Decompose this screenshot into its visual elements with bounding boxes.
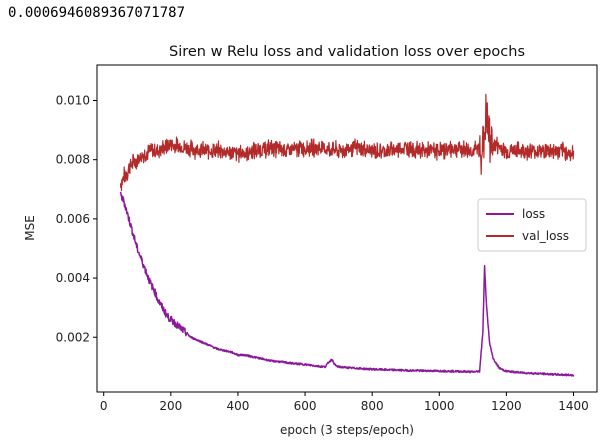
x-axis-label: epoch (3 steps/epoch): [280, 423, 414, 437]
y-tick-label: 0.002: [56, 330, 90, 344]
x-tick-label: 200: [159, 399, 182, 413]
y-tick-label: 0.010: [56, 94, 90, 108]
y-tick-label: 0.008: [56, 153, 90, 167]
series-layer: [119, 93, 575, 377]
x-tick-label: 800: [361, 399, 384, 413]
x-tick-label: 1200: [491, 399, 522, 413]
plot-area-frame: [96, 64, 598, 393]
legend-box: [477, 198, 587, 252]
x-tick-label: 600: [294, 399, 317, 413]
x-tick-label: 0: [100, 399, 108, 413]
legend-label: loss: [522, 207, 545, 221]
x-axis: 0 200 400 600 800 1000 1200 1400: [100, 392, 589, 413]
series-line-loss: [119, 191, 575, 377]
legend: loss val_loss: [477, 198, 587, 252]
x-tick-label: 1000: [424, 399, 455, 413]
legend-label: val_loss: [522, 229, 569, 243]
y-axis-label: MSE: [23, 215, 37, 241]
cell-output-text: 0.0006946089367071787: [8, 5, 186, 21]
chart-title: Siren w Relu loss and validation loss ov…: [169, 44, 525, 60]
y-tick-label: 0.004: [56, 271, 90, 285]
y-axis: 0.002 0.004 0.006 0.008 0.010: [56, 94, 97, 344]
x-tick-label: 1400: [558, 399, 589, 413]
x-tick-label: 400: [226, 399, 249, 413]
y-tick-label: 0.006: [56, 212, 90, 226]
series-line-val-loss: [119, 93, 575, 192]
